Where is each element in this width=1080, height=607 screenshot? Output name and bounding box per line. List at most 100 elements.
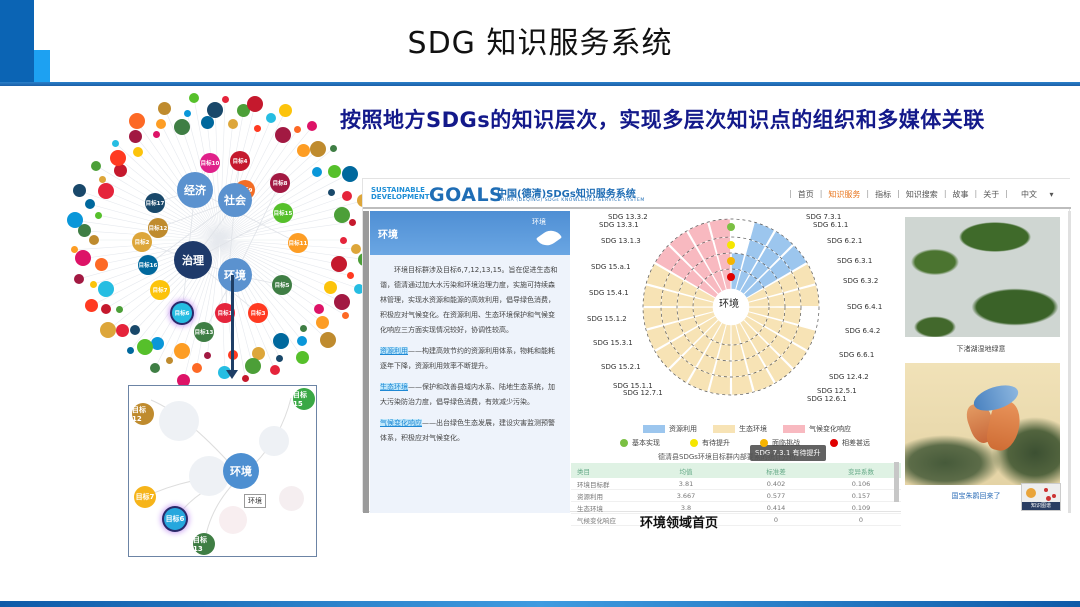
graph-goal-node[interactable]: 目标17 bbox=[145, 193, 165, 213]
graph-indicator-node[interactable] bbox=[73, 273, 84, 284]
graph-indicator-node[interactable] bbox=[113, 163, 127, 177]
chart-segment[interactable] bbox=[782, 289, 802, 307]
sdg-indicator-label[interactable]: SDG 15.1.1 bbox=[613, 382, 653, 390]
graph-indicator-node[interactable] bbox=[191, 363, 202, 374]
sdg-indicator-label[interactable]: SDG 12.4.2 bbox=[829, 373, 869, 381]
status-marker[interactable] bbox=[727, 273, 735, 281]
graph-indicator-node[interactable] bbox=[339, 236, 347, 244]
graph-indicator-node[interactable] bbox=[151, 337, 165, 351]
knowledge-network-graph[interactable]: 目标10目标4目标9目标8目标17目标12目标15目标2目标11目标16目标7目… bbox=[67, 93, 371, 387]
graph-indicator-node[interactable] bbox=[153, 131, 161, 139]
graph-indicator-node[interactable] bbox=[207, 102, 224, 119]
col-stddev[interactable]: 标准差 bbox=[766, 467, 786, 476]
sdg-indicator-label[interactable]: SDG 6.1.1 bbox=[813, 221, 849, 229]
legend-to-improve[interactable]: 有待提升 bbox=[690, 438, 730, 448]
graph-indicator-node[interactable] bbox=[130, 325, 141, 336]
nav-knowledge-search[interactable]: 知识搜索 bbox=[905, 190, 938, 199]
graph-indicator-node[interactable] bbox=[342, 312, 350, 320]
graph-indicator-node[interactable] bbox=[330, 144, 338, 152]
sdg-indicator-label[interactable]: SDG 13.3.2 bbox=[608, 213, 648, 221]
graph-goal-node[interactable]: 目标12 bbox=[148, 218, 168, 238]
graph-indicator-node[interactable] bbox=[100, 303, 111, 314]
graph-indicator-node[interactable] bbox=[89, 235, 100, 245]
legend-achieved[interactable]: 基本实现 bbox=[620, 438, 660, 448]
graph-goal-node[interactable]: 目标4 bbox=[230, 151, 250, 171]
nav-knowledge-service[interactable]: 知识服务 bbox=[828, 190, 861, 199]
graph-indicator-node[interactable] bbox=[241, 374, 249, 382]
graph-indicator-node[interactable] bbox=[174, 343, 191, 360]
chart-segment[interactable] bbox=[782, 307, 802, 325]
graph-goal-node[interactable]: 目标15 bbox=[273, 203, 293, 223]
link-resource-use[interactable]: 资源利用 bbox=[380, 347, 408, 355]
graph-indicator-node[interactable] bbox=[116, 306, 124, 314]
graph-goal-node[interactable]: 目标6 bbox=[172, 303, 192, 323]
graph-goal-node[interactable]: 目标16 bbox=[138, 255, 158, 275]
graph-indicator-node[interactable] bbox=[251, 346, 265, 360]
graph-indicator-node[interactable] bbox=[173, 119, 190, 136]
graph-goal-node[interactable]: 目标8 bbox=[270, 173, 290, 193]
graph-indicator-node[interactable] bbox=[312, 166, 323, 177]
status-marker[interactable] bbox=[727, 257, 735, 265]
right-scrollbar[interactable] bbox=[1068, 211, 1071, 513]
graph-indicator-node[interactable] bbox=[128, 113, 145, 130]
graph-indicator-node[interactable] bbox=[165, 356, 173, 364]
legend-climate[interactable]: 气候变化响应 bbox=[783, 424, 851, 434]
graph-indicator-node[interactable] bbox=[150, 362, 161, 373]
sdg-indicator-label[interactable]: SDG 6.3.1 bbox=[837, 257, 873, 265]
chart-segment[interactable] bbox=[660, 307, 680, 325]
graph-indicator-node[interactable] bbox=[310, 140, 327, 157]
sdg-indicator-label[interactable]: SDG 15.1.2 bbox=[587, 315, 627, 323]
graph-goal-node[interactable]: 目标3 bbox=[248, 303, 268, 323]
graph-indicator-node[interactable] bbox=[98, 183, 115, 200]
graph-indicator-node[interactable] bbox=[237, 103, 251, 117]
graph-indicator-node[interactable] bbox=[349, 218, 357, 226]
graph-indicator-node[interactable] bbox=[177, 373, 191, 387]
graph-indicator-node[interactable] bbox=[109, 149, 126, 166]
graph-indicator-node[interactable] bbox=[327, 164, 341, 178]
graph-indicator-node[interactable] bbox=[203, 352, 211, 360]
graph-indicator-node[interactable] bbox=[327, 188, 335, 196]
sdg-indicator-label[interactable]: SDG 13.1.3 bbox=[601, 237, 641, 245]
environment-detail-graph[interactable]: 环境 目标12 目标15 目标7 目标6 目标13 bbox=[128, 385, 317, 557]
sdg-indicator-label[interactable]: SDG 15.a.1 bbox=[591, 263, 631, 271]
chart-segment[interactable] bbox=[708, 374, 731, 396]
nav-home[interactable]: 首页 bbox=[797, 190, 814, 199]
graph-core-node[interactable]: 治理 bbox=[174, 241, 212, 279]
sdg-indicator-label[interactable]: SDG 6.2.1 bbox=[827, 237, 863, 245]
graph-indicator-node[interactable] bbox=[297, 144, 311, 158]
graph-node-goal12[interactable]: 目标12 bbox=[132, 403, 154, 425]
status-marker[interactable] bbox=[727, 223, 735, 231]
chart-segment[interactable] bbox=[660, 289, 680, 307]
legend-far-behind[interactable]: 相差甚远 bbox=[830, 438, 870, 448]
graph-indicator-node[interactable] bbox=[314, 304, 325, 315]
sdg-indicator-label[interactable]: SDG 12.5.1 bbox=[817, 387, 857, 395]
chart-segment[interactable] bbox=[642, 284, 664, 307]
sdg-indicator-label[interactable]: SDG 12.7.1 bbox=[623, 389, 663, 397]
graph-indicator-node[interactable] bbox=[91, 160, 101, 171]
media-caption[interactable]: 下渚湖湿地绿意 bbox=[956, 345, 1006, 353]
chart-segment[interactable] bbox=[642, 307, 664, 330]
table-scrollbar[interactable] bbox=[894, 462, 899, 502]
graph-indicator-node[interactable] bbox=[73, 184, 87, 198]
sdg-indicator-label[interactable]: SDG 6.4.1 bbox=[847, 303, 883, 311]
graph-indicator-node[interactable] bbox=[316, 316, 330, 330]
legend-ecology[interactable]: 生态环境 bbox=[713, 424, 767, 434]
col-mean[interactable]: 均值 bbox=[679, 467, 693, 476]
radial-chart-svg[interactable] bbox=[571, 211, 901, 439]
graph-indicator-node[interactable] bbox=[319, 331, 336, 348]
graph-indicator-node[interactable] bbox=[354, 283, 365, 294]
chart-segment[interactable] bbox=[708, 218, 731, 240]
graph-indicator-node[interactable] bbox=[227, 118, 238, 129]
graph-indicator-node[interactable] bbox=[221, 95, 229, 103]
graph-indicator-node[interactable] bbox=[279, 103, 293, 117]
col-cv[interactable]: 变异系数 bbox=[848, 467, 874, 476]
link-climate-response[interactable]: 气候变化响应 bbox=[380, 419, 422, 427]
graph-indicator-node[interactable] bbox=[183, 110, 191, 118]
graph-indicator-node[interactable] bbox=[84, 299, 98, 313]
knowledge-graph-button[interactable]: 知识图谱 bbox=[1021, 483, 1061, 511]
chart-segment[interactable] bbox=[731, 374, 754, 396]
sdg-indicator-label[interactable]: SDG 6.6.1 bbox=[839, 351, 875, 359]
graph-indicator-node[interactable] bbox=[129, 129, 143, 143]
graph-goal-node[interactable]: 目标1 bbox=[215, 303, 235, 323]
graph-node-goal13[interactable]: 目标13 bbox=[193, 533, 215, 555]
